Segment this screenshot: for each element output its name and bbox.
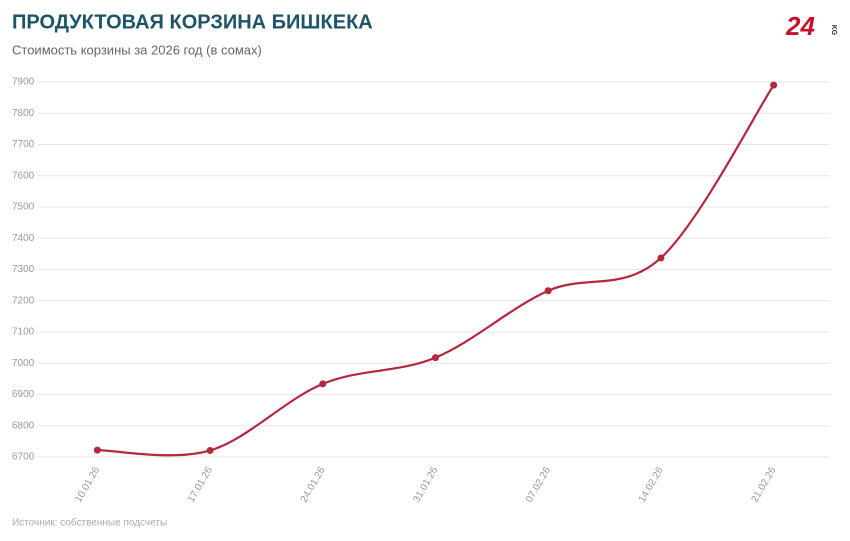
point	[432, 354, 439, 362]
y-tick-label: 6900	[12, 389, 35, 400]
line	[97, 84, 775, 457]
y-tick-label: 7900	[12, 77, 35, 88]
y-tick-label: 7800	[12, 108, 35, 119]
y-tick-label: 7300	[12, 264, 35, 275]
x-tick-label: 17.01.26	[186, 465, 215, 505]
y-tick-label: 7000	[12, 358, 35, 369]
y-tick-label: 6700	[12, 452, 35, 463]
point	[544, 287, 552, 295]
y-tick-label: 7400	[12, 233, 35, 244]
point	[206, 446, 214, 454]
chart-subtitle: Стоимость корзины за 2026 год (в сомах)	[12, 42, 262, 57]
y-tick-label: 7600	[12, 170, 35, 181]
point	[319, 380, 327, 388]
point	[93, 446, 101, 454]
x-tick-label: 24.01.26	[299, 465, 328, 505]
x-tick-label: 14.02.26	[637, 465, 666, 505]
x-tick-label: 31.01.26	[411, 465, 440, 505]
y-tick-label: 7100	[12, 327, 35, 338]
chart-title: ПРОДУКТОВАЯ КОРЗИНА БИШКЕКА	[12, 11, 373, 33]
x-tick-label: 21.02.26	[750, 465, 779, 505]
logo-number: 24	[785, 11, 815, 41]
y-tick-label: 7500	[12, 202, 35, 213]
source: Источник: собственные подсчеты	[12, 517, 167, 529]
logo: 24 KG	[785, 11, 837, 41]
y-tick-label: 7200	[12, 295, 35, 306]
x-tick-label: 07.02.26	[524, 465, 553, 505]
point	[657, 254, 665, 262]
point	[770, 81, 778, 89]
x-tick-label: 10.01.26	[73, 465, 102, 505]
y-tick-label: 6800	[12, 420, 35, 431]
y-tick-label: 7700	[12, 139, 35, 150]
logo-suffix: KG	[830, 25, 837, 36]
